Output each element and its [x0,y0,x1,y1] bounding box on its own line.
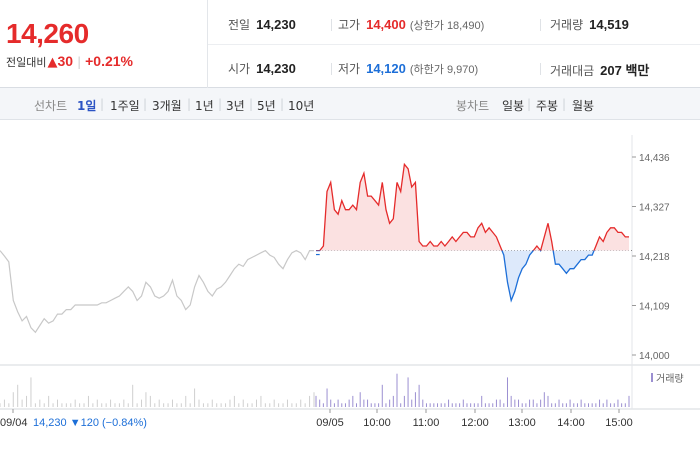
chart-period-toolbar: 선차트 1일 | 1주일 | 3개월 | 1년 | 3년 | 5년 | 10년 … [0,88,700,120]
y-tick-label: 14,327 [639,203,670,214]
stat-separator [540,19,541,31]
quote-header: 14,260 전일대비▲30 | +0.21% 전일 14,230 고가 14,400(… [0,0,700,88]
stat-open: 시가 14,230 [228,60,296,77]
prev-day-price-line [0,249,314,334]
x-tick-label: 09/04 [0,417,28,429]
stat-high: 고가 14,400 (상한가 18,490) [338,16,484,33]
stat-label: 거래량 [550,18,584,32]
candle-weekly[interactable]: 주봉 [536,99,559,113]
candle-monthly[interactable]: 월봉 [572,99,595,113]
period-5y[interactable]: 5년 [257,99,276,113]
y-tick-label: 14,218 [639,252,670,263]
stat-label: 시가 [228,62,251,76]
toolbar-divider: | [280,97,285,111]
x-tick-label: 12:00 [461,417,489,429]
price-box: 14,260 전일대비▲30 | +0.21% [0,0,208,88]
toolbar-divider: | [187,97,192,111]
y-tick-label: 14,436 [639,153,670,164]
stat-value: 14,120 [366,61,406,76]
stat-value: 207 백만 [600,63,650,78]
change-amount: 30 [57,53,74,69]
x-tick-label: 11:00 [413,417,440,429]
prev-day-summary: 14,230 ▼120 (−0.84%) [33,417,147,429]
x-tick-label: 10:00 [363,417,391,429]
period-1y[interactable]: 1년 [195,99,214,113]
today-price-line-up [316,162,629,251]
period-1w[interactable]: 1주일 [110,99,140,113]
toolbar-divider: | [218,97,223,111]
stat-separator [540,63,541,75]
volume-legend-label: 거래량 [656,373,684,385]
change-divider: | [77,55,82,69]
change-percent: +0.21% [85,53,133,69]
change-label: 전일대비 [6,56,47,69]
stat-sub: (하한가 9,970) [409,64,479,76]
stat-value: 14,400 [366,17,406,32]
line-chart-title: 선차트 [34,99,68,113]
y-tick-label: 14,109 [639,302,670,313]
triangle-up-icon: ▲ [47,55,58,70]
x-tick-label: 15:00 [605,417,633,429]
stat-label: 고가 [338,18,361,32]
today-area-up [319,164,629,251]
stat-label: 저가 [338,62,361,76]
current-price: 14,260 [6,18,89,49]
period-1d[interactable]: 1일 [77,99,97,113]
toolbar-divider: | [100,97,105,111]
stat-value: 14,230 [256,61,296,76]
period-3y[interactable]: 3년 [226,99,245,113]
stat-prev-close: 전일 14,230 [228,16,296,33]
stat-value: 14,519 [589,17,629,32]
stat-low: 저가 14,120 (하한가 9,970) [338,60,478,77]
y-tick-label: 14,000 [639,351,670,362]
stat-separator [331,19,332,31]
x-tick-label: 14:00 [557,417,585,429]
toolbar-divider: | [249,97,254,111]
stat-label: 전일 [228,18,251,32]
toolbar-divider: | [562,97,567,111]
today-price-line-down [316,250,595,303]
stat-separator [331,63,332,75]
period-10y[interactable]: 10년 [288,99,315,113]
change-summary: 전일대비▲30 | +0.21% [6,53,133,70]
toolbar-divider: | [143,97,148,111]
stat-sub: (상한가 18,490) [409,20,485,32]
x-tick-label: 13:00 [508,417,536,429]
stat-value: 14,230 [256,17,296,32]
candle-chart-title: 봉차트 [456,99,490,113]
candle-daily[interactable]: 일봉 [502,99,525,113]
x-tick-label: 09/05 [316,417,344,429]
stat-turnover: 거래대금 207 백만 [550,60,649,79]
stat-volume: 거래량 14,519 [550,16,629,33]
period-3m[interactable]: 3개월 [152,99,182,113]
toolbar-divider: | [527,97,532,111]
stats-row-divider [208,44,700,45]
stat-label: 거래대금 [550,64,595,78]
volume-legend-swatch [651,373,653,382]
